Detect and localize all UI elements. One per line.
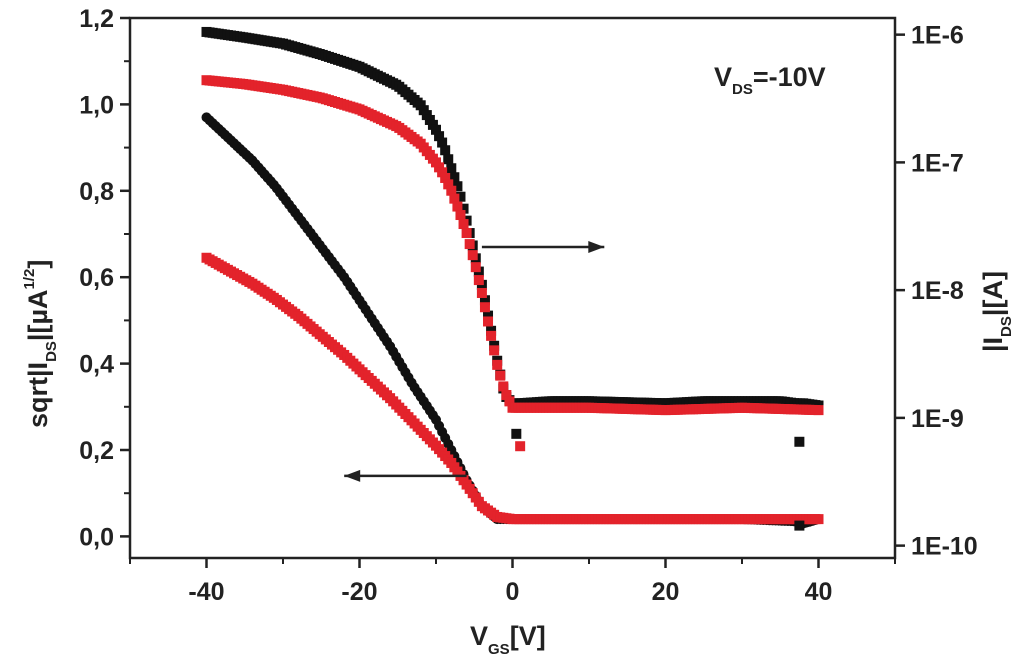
data-point: [458, 219, 469, 230]
data-point: [452, 181, 463, 192]
right-axis-arrow: [481, 240, 605, 253]
outlier-point: [515, 441, 526, 452]
data-point: [495, 370, 506, 381]
data-layer: [201, 26, 824, 531]
series-log-red: [201, 75, 824, 416]
y-left-tick-label: 0,2: [79, 437, 114, 465]
y-left-tick-label: 0,8: [79, 178, 114, 206]
vds-annotation-rest: =-10V: [753, 62, 826, 92]
y-left-tick-label: 0,0: [79, 523, 114, 551]
data-point: [483, 316, 494, 327]
data-point: [473, 275, 484, 286]
data-point: [486, 325, 497, 336]
data-point: [449, 193, 460, 204]
data-point: [455, 191, 466, 202]
data-point: [467, 250, 478, 261]
x-axis-title: VGS[V]: [470, 621, 546, 658]
y-right-title-sub: DS: [998, 316, 1015, 337]
data-point: [440, 145, 451, 156]
data-point: [437, 167, 448, 178]
y-right-axis-title: |IDS|[A]: [978, 271, 1015, 352]
data-point: [813, 514, 824, 525]
data-point: [486, 330, 497, 341]
data-point: [464, 239, 475, 250]
y-left-title-sup: 1/2: [21, 269, 38, 290]
vds-annotation: VDS=-10V: [714, 62, 826, 98]
data-point: [498, 381, 509, 392]
data-point: [479, 302, 490, 313]
data-point: [443, 154, 454, 165]
data-point: [449, 172, 460, 183]
data-point: [452, 201, 463, 212]
y-left-tick-label: 0,4: [79, 351, 114, 379]
data-point: [470, 262, 481, 273]
y-left-axis-title: sqrt|IDS|[µA1/2]: [21, 260, 60, 428]
data-point: [434, 131, 445, 142]
y-right-title-post: |[A]: [978, 271, 1008, 316]
left-axis-arrow: [344, 469, 467, 482]
outlier-point: [794, 520, 805, 531]
right-axis-arrow-head: [588, 240, 605, 253]
x-tick-label: -40: [188, 578, 224, 606]
left-axis-arrow-head: [344, 469, 361, 482]
y-right-tick-label: 1E-8: [911, 277, 964, 305]
data-point: [476, 287, 487, 298]
data-point: [443, 179, 454, 190]
x-axis-title-main: V: [470, 621, 488, 651]
arrows-layer: [344, 240, 605, 482]
data-point: [431, 124, 441, 135]
data-point: [492, 359, 503, 370]
data-point: [504, 396, 515, 407]
vds-annotation-sub: DS: [732, 81, 753, 98]
y-left-title-mid: |[µA: [23, 289, 53, 341]
data-point: [813, 405, 824, 416]
series-sqrt-red: [201, 252, 824, 525]
x-axis-title-sub: GS: [488, 641, 510, 658]
data-point: [446, 163, 457, 174]
y-right-tick-label: 1E-6: [911, 22, 964, 50]
plot-frame: [128, 16, 897, 560]
data-point: [461, 228, 472, 239]
y-left-title-sub: DS: [43, 341, 60, 362]
x-axis-title-rest: [V]: [510, 621, 546, 651]
y-right-tick-label: 1E-7: [911, 149, 964, 177]
y-left-tick-label: 1,0: [79, 91, 114, 119]
outlier-point: [511, 428, 522, 439]
data-point: [501, 389, 512, 400]
data-point: [458, 203, 469, 214]
data-point: [479, 295, 490, 306]
data-point: [489, 345, 500, 356]
data-point: [483, 310, 494, 321]
data-point: [437, 137, 448, 148]
outlier-point: [794, 436, 805, 447]
y-left-title-post: ]: [23, 260, 53, 269]
y-left-tick-label: 0,6: [79, 264, 114, 292]
ticks-layer: -40 -20 0 20 40 0,0 0,2 0,4 0,6 0,8 1,0 1,2 1E-10 1E-…: [79, 5, 977, 606]
y-left-tick-label: 1,2: [79, 5, 114, 33]
x-tick-label: 20: [652, 578, 680, 606]
data-point: [440, 172, 451, 183]
data-point: [455, 210, 466, 221]
x-tick-label: 40: [805, 578, 833, 606]
y-right-tick-label: 1E-9: [911, 405, 964, 433]
x-tick-label: -20: [341, 578, 377, 606]
y-right-title-pre: |I: [978, 337, 1008, 352]
x-tick-label: 0: [506, 578, 520, 606]
y-right-tick-label: 1E-10: [911, 533, 978, 561]
y-left-title-pre: sqrt|I: [23, 362, 53, 428]
data-point: [446, 185, 457, 196]
vds-annotation-main: V: [714, 62, 732, 92]
